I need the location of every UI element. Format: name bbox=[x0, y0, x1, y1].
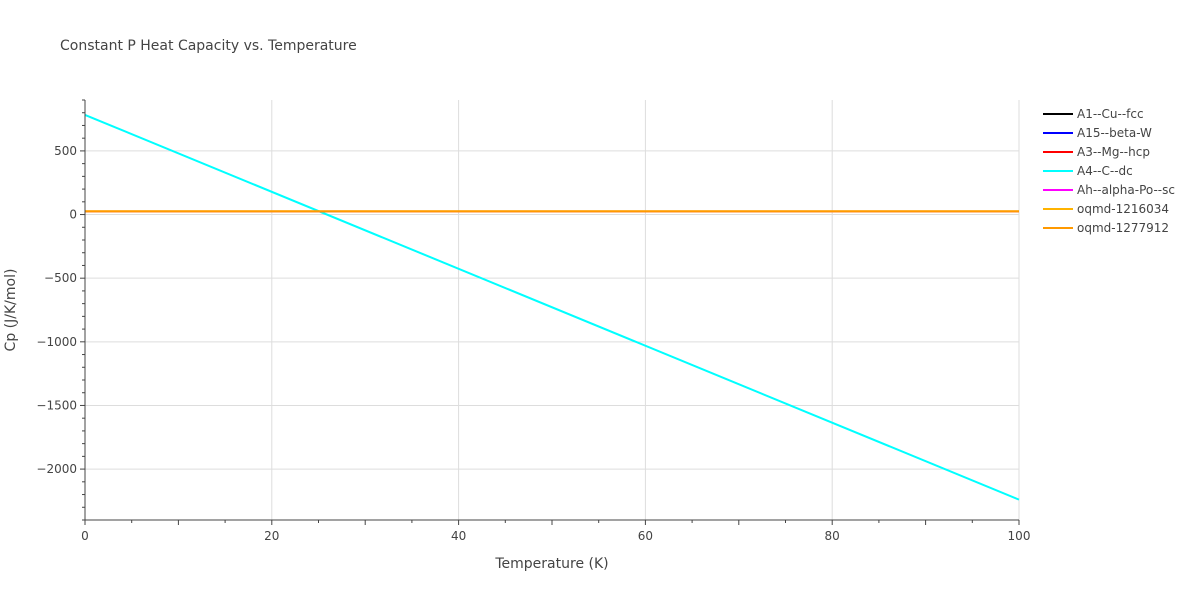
series-line-a4-c-dc bbox=[84, 113, 1020, 501]
legend-item-a15-beta-w[interactable]: A15--beta-W bbox=[1043, 126, 1152, 140]
x-axis-title: Temperature (K) bbox=[494, 556, 608, 572]
x-tick-label: 0 bbox=[81, 529, 89, 543]
x-tick-label: 40 bbox=[451, 529, 466, 543]
legend-label: A3--Mg--hcp bbox=[1077, 145, 1150, 159]
y-tick-label: −1500 bbox=[36, 398, 77, 412]
legend-label: Ah--alpha-Po--sc bbox=[1077, 183, 1175, 197]
legend-item-oqmd-1216034[interactable]: oqmd-1216034 bbox=[1043, 202, 1169, 216]
x-tick-label: 100 bbox=[1008, 529, 1031, 543]
y-tick-label: −1000 bbox=[36, 335, 77, 349]
y-tick-label: 0 bbox=[69, 208, 77, 222]
tick-labels: 0 20 40 60 80 100 −2000 −1500 −1000 −500 0 500 bbox=[36, 144, 1030, 543]
axes bbox=[80, 99, 1020, 525]
x-tick-label: 20 bbox=[264, 529, 279, 543]
legend-label: oqmd-1277912 bbox=[1077, 221, 1169, 235]
legend-item-a1-cu-fcc[interactable]: A1--Cu--fcc bbox=[1043, 107, 1144, 121]
y-tick-label: 500 bbox=[54, 144, 77, 158]
legend-label: oqmd-1216034 bbox=[1077, 202, 1169, 216]
legend-item-a4-c-dc[interactable]: A4--C--dc bbox=[1043, 164, 1133, 178]
legend-label: A1--Cu--fcc bbox=[1077, 107, 1144, 121]
legend[interactable]: A1--Cu--fcc A15--beta-W A3--Mg--hcp A4--C--… bbox=[1043, 107, 1175, 235]
chart-title: Constant P Heat Capacity vs. Temperature bbox=[60, 38, 357, 54]
grid bbox=[85, 100, 1020, 520]
x-tick-label: 80 bbox=[825, 529, 840, 543]
legend-label: A4--C--dc bbox=[1077, 164, 1133, 178]
y-tick-label: −500 bbox=[44, 271, 77, 285]
y-tick-label: −2000 bbox=[36, 462, 77, 476]
legend-item-oqmd-1277912[interactable]: oqmd-1277912 bbox=[1043, 221, 1169, 235]
x-tick-label: 60 bbox=[638, 529, 653, 543]
plot-area bbox=[84, 113, 1020, 501]
legend-item-a3-mg-hcp[interactable]: A3--Mg--hcp bbox=[1043, 145, 1150, 159]
y-axis-title: Cp (J/K/mol) bbox=[3, 269, 19, 352]
legend-item-ah-alpha-po-sc[interactable]: Ah--alpha-Po--sc bbox=[1043, 183, 1175, 197]
legend-label: A15--beta-W bbox=[1077, 126, 1152, 140]
